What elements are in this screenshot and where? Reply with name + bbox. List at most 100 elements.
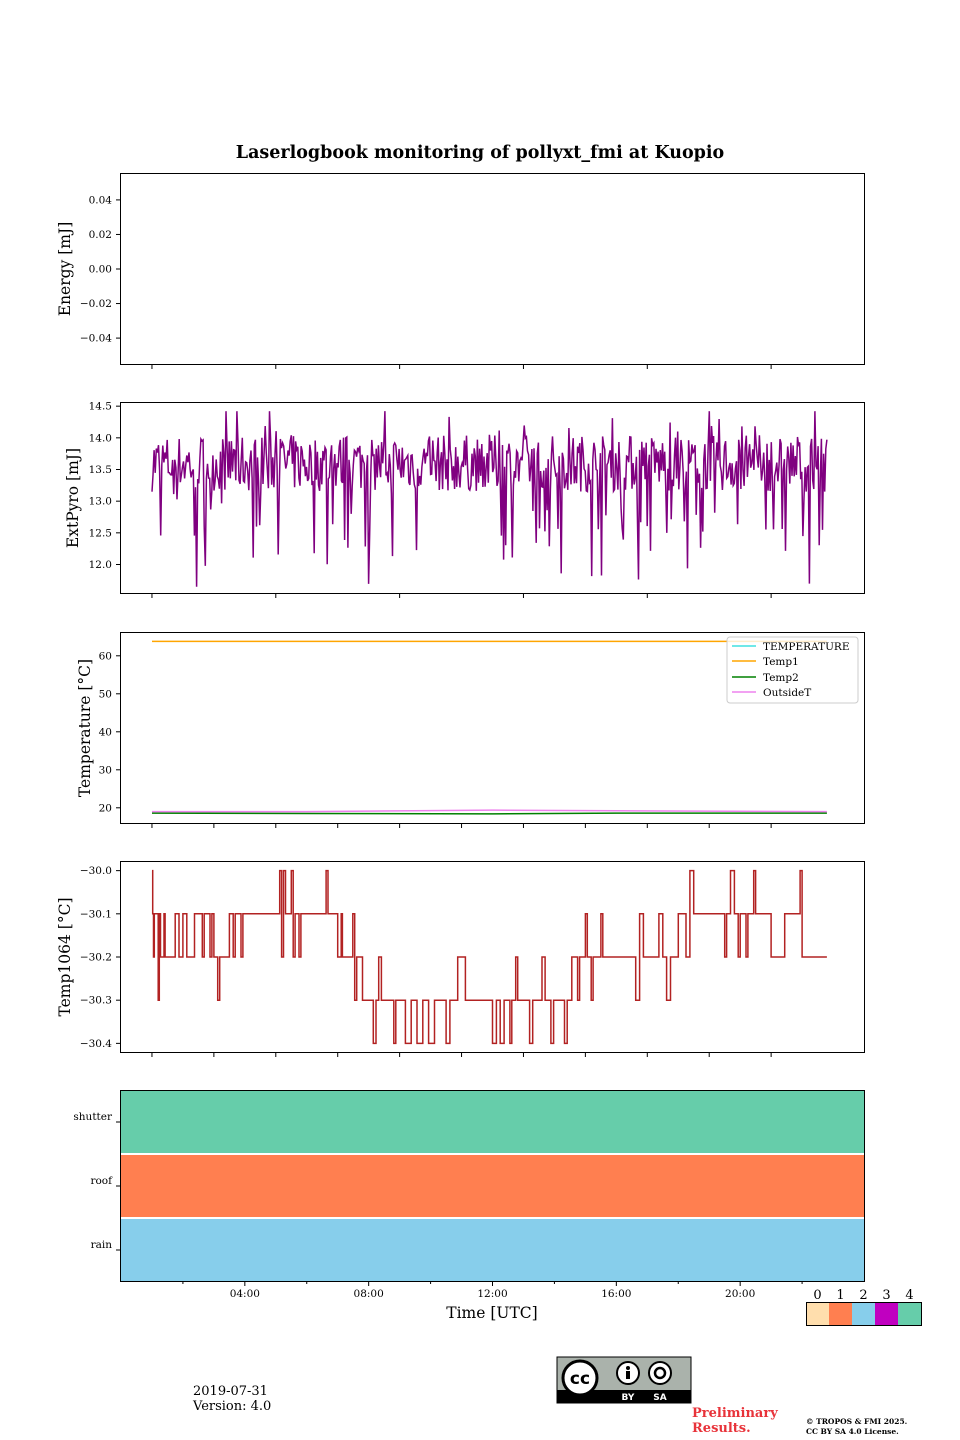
legend-frame: [726, 636, 859, 704]
status-panel: shutter roof rain 04:00 08:00 12:00 16:00 20…: [73, 1090, 865, 1322]
by-person-body: [626, 1371, 630, 1379]
temperature-ylabel: Temperature [°C]: [76, 659, 94, 797]
figure-title: Laserlogbook monitoring of pollyxt_fmi a…: [236, 143, 724, 163]
temp1064-series-line: [151, 869, 827, 1045]
ytick-label: −30.4: [80, 1038, 112, 1050]
ytick-label: 30: [99, 764, 112, 776]
badge-by-label: BY: [622, 1393, 635, 1403]
temperature-legend: TEMPERATURE Temp1 Temp2 OutsideT: [726, 636, 859, 704]
energy-ylabel: Energy [mJ]: [56, 222, 74, 317]
energy-axes-frame: [120, 173, 865, 365]
energy-yticks: 0.04 0.02 0.00 −0.02 −0.04: [80, 194, 120, 345]
ytick-label: 12.5: [89, 527, 112, 539]
status-row-label-rain: rain: [91, 1239, 113, 1251]
copyright-note: © TROPOS & FMI 2025. CC BY SA 4.0 Licens…: [806, 1417, 907, 1437]
copyright-line2: CC BY SA 4.0 License.: [806, 1427, 899, 1436]
temperature-yticks: 20 30 40 50 60: [99, 650, 120, 814]
temp1064-xticks: [151, 1053, 772, 1057]
status-row-label-roof: roof: [90, 1175, 113, 1187]
xtick-label: 20:00: [725, 1288, 755, 1300]
ytick-label: 12.0: [89, 559, 112, 571]
colorbar-label: 3: [882, 1288, 890, 1303]
ytick-label: 20: [99, 802, 112, 814]
temperature-panel: 20 30 40 50 60 TEMPERATURE Temp1 Temp2 Outsi…: [76, 632, 865, 828]
temp1064-panel: −30.0 −30.1 −30.2 −30.3 −30.4 Temp1064 [°C]: [56, 861, 865, 1057]
date-version-info: 2019-07-31 Version: 4.0: [193, 1384, 271, 1414]
colorbar-label: 4: [905, 1288, 913, 1303]
series-line-outsidet: [152, 809, 827, 813]
temp1064-yticks: −30.0 −30.1 −30.2 −30.3 −30.4: [80, 865, 120, 1050]
ytick-label: 60: [99, 650, 112, 662]
sa-share-icon: [648, 1361, 672, 1385]
status-row-roof: [121, 1155, 864, 1217]
ytick-label: −30.0: [80, 865, 112, 877]
extpyro-ylabel: ExtPyro [mJ]: [64, 448, 82, 548]
temp1064-ylabel: Temp1064 [°C]: [56, 897, 74, 1016]
temperature-series-lines: [151, 640, 827, 815]
extpyro-axes-frame: [120, 402, 865, 594]
colorbar-frame: [806, 1302, 922, 1326]
temperature-xticks: [151, 824, 772, 828]
colorbar-swatch: [806, 1302, 829, 1325]
badge-sa-label: SA: [653, 1393, 666, 1403]
legend-label-temp1: Temp1: [763, 656, 799, 668]
ytick-label: −0.02: [80, 298, 112, 310]
legend-label-temp2: Temp2: [763, 672, 799, 684]
extpyro-yticks: 12.0 12.5 13.0 13.5 14.0 14.5: [89, 401, 120, 571]
preliminary-note: Preliminary Results.: [692, 1406, 778, 1436]
version-text: Version: 4.0: [193, 1399, 272, 1414]
cc-logo-text: cc: [570, 1369, 590, 1389]
ytick-label: 0.00: [89, 264, 112, 276]
colorbar-swatch: [875, 1302, 898, 1325]
status-row-shutter: [121, 1091, 864, 1153]
ytick-label: 0.04: [89, 194, 113, 206]
extpyro-series-line: [151, 411, 828, 587]
colorbar-swatch: [898, 1302, 921, 1325]
ytick-label: 13.5: [89, 464, 112, 476]
status-axes-frame: [120, 1090, 865, 1282]
ytick-label: −30.3: [80, 995, 112, 1007]
xtick-label: 08:00: [354, 1288, 384, 1300]
by-person-head: [626, 1366, 630, 1370]
cc-logo-icon: [561, 1359, 599, 1397]
legend-label-outsidet: OutsideT: [763, 687, 811, 699]
xtick-label: 12:00: [477, 1288, 507, 1300]
colorbar-swatch: [852, 1302, 875, 1325]
copyright-line1: © TROPOS & FMI 2025.: [806, 1417, 908, 1426]
status-row-rain: [121, 1219, 864, 1281]
colorbar-swatch: [829, 1302, 852, 1325]
ytick-label: 13.0: [89, 496, 112, 508]
ytick-label: 40: [99, 726, 112, 738]
preliminary-line2: Results.: [692, 1421, 751, 1436]
xtick-label: 16:00: [601, 1288, 631, 1300]
energy-panel: 0.04 0.02 0.00 −0.02 −0.04 Energy [mJ]: [56, 173, 865, 369]
ytick-label: 50: [99, 688, 112, 700]
temp1064-axes-frame: [120, 861, 865, 1053]
colorbar-label: 2: [859, 1288, 867, 1303]
ytick-label: 14.0: [89, 432, 112, 444]
x-axis-label: Time [UTC]: [446, 1304, 537, 1322]
sa-share-arrow: [653, 1366, 667, 1380]
preliminary-line1: Preliminary: [692, 1406, 778, 1421]
ytick-label: −30.1: [80, 908, 112, 920]
ytick-label: −30.2: [80, 952, 112, 964]
energy-xticks: [151, 365, 772, 369]
xtick-label: 04:00: [230, 1288, 260, 1300]
ytick-label: 14.5: [89, 401, 112, 413]
ytick-label: −0.04: [80, 333, 112, 345]
colorbar-label: 0: [813, 1288, 821, 1303]
legend-label-temperature: TEMPERATURE: [763, 641, 850, 653]
status-row-label-shutter: shutter: [73, 1111, 113, 1123]
extpyro-xticks: [151, 594, 772, 598]
date-text: 2019-07-31: [193, 1384, 268, 1399]
cc-license-badge: cc BY SA: [556, 1356, 692, 1404]
extpyro-panel: 12.0 12.5 13.0 13.5 14.0 14.5 ExtPyro [mJ]: [64, 401, 865, 598]
badge-strip: [557, 1390, 691, 1403]
ytick-label: 0.02: [89, 229, 112, 241]
colorbar-label: 1: [836, 1288, 844, 1303]
status-xticks: 04:00 08:00 12:00 16:00 20:00: [182, 1282, 803, 1300]
temperature-axes-frame: [120, 632, 865, 824]
series-line-temp2: [151, 812, 827, 815]
